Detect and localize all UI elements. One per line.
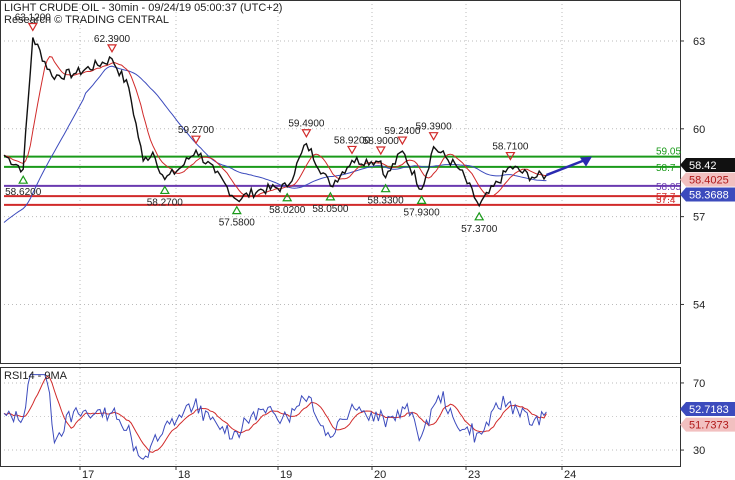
value-tag-bg xyxy=(680,158,735,173)
peak-label: 59.2700 xyxy=(178,125,215,136)
x-tick-label: 24 xyxy=(564,469,576,480)
trough-marker xyxy=(416,195,427,205)
level-label: 57.4 xyxy=(656,195,676,206)
price-y-tick-label: 60 xyxy=(693,124,705,136)
value-tags: 58.42 58.4025 58.3688 52.7183 51.7373 xyxy=(680,158,735,432)
value-tag-text: 58.3688 xyxy=(689,190,729,202)
price-y-tick-label: 54 xyxy=(693,299,705,311)
chart-frame xyxy=(0,0,681,467)
chart-title: LIGHT CRUDE OIL - 30min - 09/24/19 05:00… xyxy=(4,2,282,14)
trough-marker xyxy=(231,205,242,215)
trough-label: 57.3700 xyxy=(461,224,498,235)
x-tick-label: 17 xyxy=(82,469,94,480)
slow-moving-average-line xyxy=(3,65,547,223)
trough-label: 58.2700 xyxy=(147,197,184,208)
value-tag: 58.3688 xyxy=(680,187,735,202)
x-tick-label: 23 xyxy=(468,469,480,480)
x-tick-label: 18 xyxy=(178,469,190,480)
peak-label: 59.4900 xyxy=(288,119,325,130)
trough-label: 57.5800 xyxy=(219,218,256,229)
price-y-tick-label: 63 xyxy=(693,36,705,48)
rsi-panel xyxy=(3,374,547,460)
peak-label: 59.3900 xyxy=(416,122,453,133)
price-line xyxy=(3,37,547,208)
value-tag: 58.4025 xyxy=(680,172,735,187)
chart-subtitle: Research © TRADING CENTRAL xyxy=(4,14,169,26)
value-tag: 58.42 xyxy=(680,158,735,173)
trough-label: 58.6200 xyxy=(5,187,42,198)
trough-marker xyxy=(18,174,29,184)
rsi-y-tick-label: 70 xyxy=(693,378,705,390)
trough-marker xyxy=(325,191,336,201)
price-panel-frame xyxy=(0,0,681,364)
peak-marker xyxy=(190,135,202,145)
value-tag-bg xyxy=(680,417,735,432)
trough-label: 58.0200 xyxy=(269,205,306,216)
rsi-panel-frame xyxy=(0,367,681,467)
annotations: 63.1200 62.3900 59.2700 59.4900 58.920058.90… xyxy=(5,12,529,234)
peak-label: 62.3900 xyxy=(94,34,131,45)
rsi-ma-line xyxy=(3,375,547,453)
price-series xyxy=(3,37,592,223)
peak-marker xyxy=(301,129,312,138)
peak-marker xyxy=(375,146,386,156)
fast-moving-average-line xyxy=(3,56,547,198)
peak-marker xyxy=(505,151,516,161)
forecast-arrow-line xyxy=(545,158,587,177)
forecast-arrow-head xyxy=(580,156,592,167)
trough-marker xyxy=(380,183,391,193)
trough-label: 57.9300 xyxy=(404,207,441,218)
peak-marker xyxy=(346,145,358,155)
x-tick-label: 20 xyxy=(374,469,386,480)
value-tag: 52.7183 xyxy=(680,401,735,416)
trough-label: 58.3300 xyxy=(368,196,405,207)
peak-label: 58.9000 xyxy=(363,136,400,147)
peak-marker xyxy=(106,44,118,54)
value-tag-bg xyxy=(680,401,735,416)
grid xyxy=(0,0,680,466)
peak-label: 59.2400 xyxy=(384,126,421,137)
trough-marker xyxy=(282,192,293,202)
value-tag-text: 58.4025 xyxy=(689,175,729,187)
value-tag-text: 58.42 xyxy=(689,160,717,172)
peak-marker xyxy=(428,132,439,141)
value-tag: 51.7373 xyxy=(680,417,735,432)
peak-label: 58.7100 xyxy=(492,142,529,153)
peak-marker xyxy=(397,136,408,146)
rsi-line xyxy=(3,374,547,460)
trough-marker xyxy=(474,211,485,221)
x-tick-label: 19 xyxy=(280,469,292,480)
price-y-tick-label: 57 xyxy=(693,212,705,224)
level-label: 58.05 xyxy=(656,182,681,193)
trough-marker xyxy=(159,185,170,195)
peak-label: 63.1200 xyxy=(15,12,52,23)
value-tag-bg xyxy=(680,187,735,202)
peak-marker xyxy=(27,22,38,32)
level-label: 57.7 xyxy=(656,192,676,203)
trough-label: 58.0500 xyxy=(312,204,349,215)
level-label: 58.7 xyxy=(656,163,676,174)
axes: 54 57 60 63 30 70 17 18 19 20 23 24 xyxy=(79,36,705,480)
peak-label: 58.9200 xyxy=(334,135,371,146)
value-tag-bg xyxy=(680,172,735,187)
rsi-label: RSI14 - 9MA xyxy=(4,370,68,382)
level-label: 59.05 xyxy=(656,147,681,158)
value-tag-text: 51.7373 xyxy=(689,420,729,432)
rsi-y-tick-label: 30 xyxy=(693,445,705,457)
value-tag-text: 52.7183 xyxy=(689,404,729,416)
